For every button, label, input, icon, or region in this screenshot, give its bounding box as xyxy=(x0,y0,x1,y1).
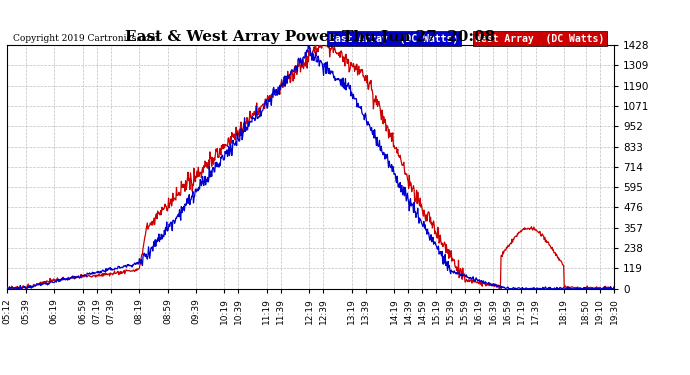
Text: East Array  (DC Watts): East Array (DC Watts) xyxy=(329,34,459,44)
Text: Copyright 2019 Cartronics.com: Copyright 2019 Cartronics.com xyxy=(13,34,158,43)
Title: East & West Array Power Thu Jun 27  20:08: East & West Array Power Thu Jun 27 20:08 xyxy=(126,30,495,44)
Text: West Array  (DC Watts): West Array (DC Watts) xyxy=(475,34,604,44)
